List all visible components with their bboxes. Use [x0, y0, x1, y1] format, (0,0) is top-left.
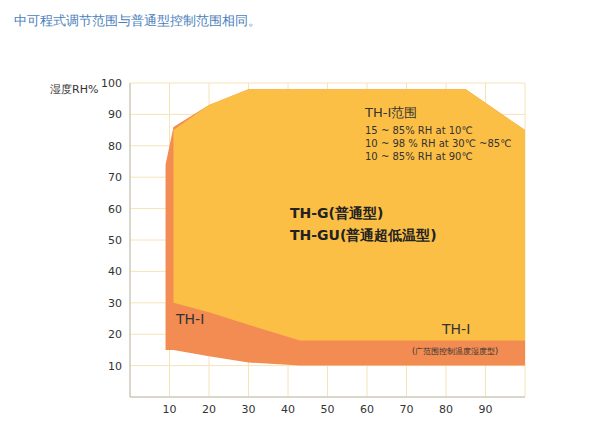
html-text:TH-I范围: TH-I范围: [365, 105, 418, 120]
svg-text:20: 20: [202, 403, 216, 416]
svg-text:30: 30: [108, 297, 122, 310]
html-text:10 ~ 98 % RH at 30℃ ~85℃: 10 ~ 98 % RH at 30℃ ~85℃: [365, 138, 512, 149]
svg-text:40: 40: [108, 265, 122, 278]
html-text:(广范围控制温度湿度型): (广范围控制温度湿度型): [412, 347, 499, 356]
html-text:湿度RH%: 湿度RH%: [50, 83, 99, 96]
svg-text:70: 70: [400, 403, 414, 416]
svg-text:70: 70: [108, 171, 122, 184]
svg-text:80: 80: [439, 403, 453, 416]
html-text:TH-I: TH-I: [176, 311, 205, 327]
svg-text:10: 10: [163, 403, 177, 416]
html-text:TH-GU(普通超低温型): TH-GU(普通超低温型): [290, 227, 437, 243]
html-text:15 ~ 85% RH at 10℃: 15 ~ 85% RH at 10℃: [365, 125, 473, 136]
svg-text:90: 90: [108, 108, 122, 121]
svg-text:20: 20: [108, 328, 122, 341]
svg-text:40: 40: [281, 403, 295, 416]
html-text:TH-I: TH-I: [442, 321, 471, 337]
html-text:中可程式调节范围与普通型控制范围相同。: 中可程式调节范围与普通型控制范围相同。: [14, 13, 261, 28]
html-text:TH-G(普通型): TH-G(普通型): [290, 205, 384, 221]
svg-text:100: 100: [101, 77, 122, 90]
svg-text:60: 60: [108, 203, 122, 216]
html-text:10 ~ 85% RH at 90℃: 10 ~ 85% RH at 90℃: [365, 151, 473, 162]
svg-text:90: 90: [479, 403, 493, 416]
svg-text:80: 80: [108, 140, 122, 153]
svg-text:10: 10: [108, 360, 122, 373]
svg-text:50: 50: [321, 403, 335, 416]
svg-text:50: 50: [108, 234, 122, 247]
svg-text:60: 60: [360, 403, 374, 416]
svg-text:30: 30: [242, 403, 256, 416]
